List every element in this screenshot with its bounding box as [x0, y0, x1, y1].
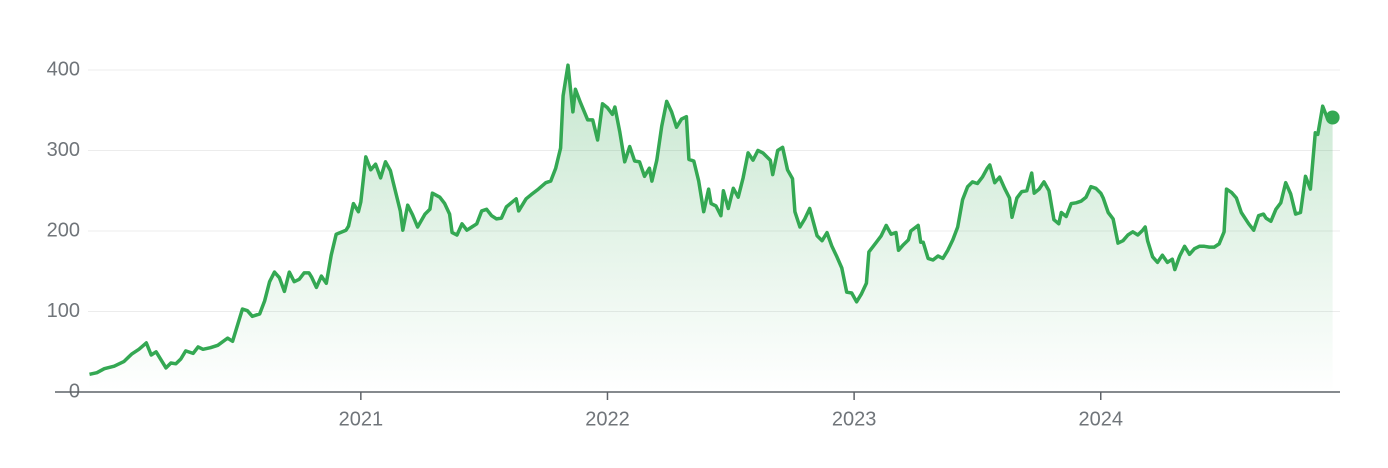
- y-tick-label: 300: [47, 139, 80, 161]
- y-tick-label: 400: [47, 58, 80, 80]
- x-tick-label: 2022: [585, 408, 630, 430]
- y-tick-label: 200: [47, 219, 80, 241]
- area: [89, 65, 1333, 392]
- x-tick-label: 2024: [1079, 408, 1124, 430]
- x-tick-label: 2021: [339, 408, 384, 430]
- last-point: [1325, 110, 1340, 125]
- price-line: [89, 63, 1334, 377]
- x-tick-label: 2023: [832, 408, 877, 430]
- y-tick-label: 100: [47, 300, 80, 322]
